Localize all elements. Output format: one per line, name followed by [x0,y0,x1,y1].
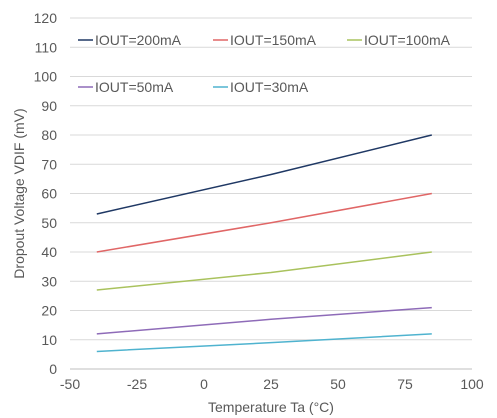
legend-label: IOUT=50mA [95,79,174,95]
series-line-iout-100ma [96,251,432,291]
x-tick-label: 50 [330,376,346,392]
y-tick-label: 90 [41,98,57,114]
y-tick-label: 0 [49,361,57,377]
y-tick-label: 100 [34,69,58,85]
y-tick-label: 110 [35,39,58,55]
y-tick-label: 120 [34,10,58,26]
y-tick-label: 50 [41,215,57,231]
y-tick-label: 70 [41,156,57,172]
gridlines [70,17,472,370]
x-tick-label: -25 [127,376,147,392]
x-tick-label: -50 [60,376,80,392]
x-axis-ticks: -50 -25 0 25 50 75 100 [60,376,484,392]
legend-label: IOUT=100mA [364,32,451,48]
legend-label: IOUT=200mA [95,32,182,48]
legend-label: IOUT=30mA [230,79,309,95]
y-tick-label: 10 [41,332,57,348]
series-line-iout-50ma [96,306,432,335]
series-line-iout-30ma [96,333,432,353]
y-tick-label: 40 [41,244,57,260]
series-lines [96,134,432,353]
legend: IOUT=200mA IOUT=150mA IOUT=100mA IOUT=50mA I… [78,32,451,95]
x-tick-label: 100 [460,376,484,392]
y-tick-label: 80 [41,127,57,143]
x-tick-label: 75 [397,376,413,392]
y-tick-label: 20 [41,303,57,319]
legend-label: IOUT=150mA [230,32,317,48]
x-tick-label: 0 [200,376,208,392]
y-tick-label: 30 [41,273,57,289]
series-line-iout-150ma [96,192,432,253]
x-axis-label: Temperature Ta (°C) [208,399,334,415]
series-line-iout-200ma [96,134,432,215]
y-tick-label: 60 [41,186,57,202]
x-tick-label: 25 [263,376,279,392]
y-axis-label: Dropout Voltage VDIF (mV) [11,108,27,278]
y-axis-ticks: 0 10 20 30 40 50 60 70 80 90 100 110 120 [34,10,58,377]
